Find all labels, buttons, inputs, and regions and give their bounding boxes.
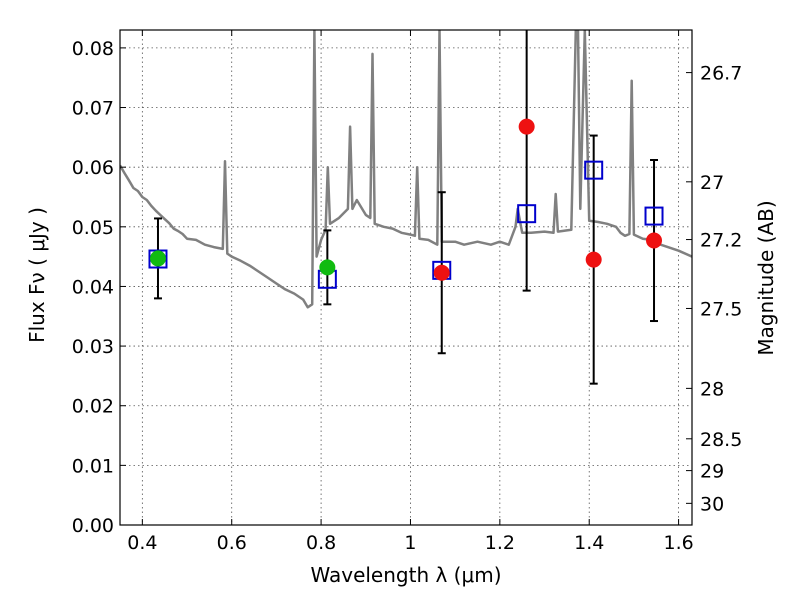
right-tick-label: 28 [700,378,724,400]
observed-flux-point [149,250,166,267]
right-axis-label: Magnitude (AB) [754,200,778,355]
grid-lines [120,30,692,526]
right-tick-label: 29 [700,461,724,483]
observed-flux-point [433,264,450,281]
right-tick-label: 26.7 [700,63,742,85]
x-tick-label: 0.8 [306,532,336,554]
observed-flux-point [319,259,336,276]
right-tick-label: 27.5 [700,298,742,320]
observed-flux-point [646,232,663,249]
x-tick-label: 1.2 [485,532,515,554]
axes-layer: 0.4 0.6 0.8 1 1.2 1.4 1.6 0.00 0.01 0.02 0.03 0.04 0… [72,30,742,554]
y-tick-label: 0.03 [72,336,114,358]
x-tick-label: 0.4 [127,532,157,554]
right-tick-label: 28.5 [700,429,742,451]
y-tick-label: 0.06 [72,157,114,179]
y-tick-label: 0.00 [72,515,114,537]
right-tick-label: 30 [700,493,724,515]
x-tick-label: 1.6 [663,532,693,554]
right-tick-label: 27.2 [700,230,742,252]
x-tick-label: 0.6 [217,532,247,554]
x-axis-label: Wavelength λ (μm) [310,563,501,587]
markers-layer [148,118,664,289]
y-tick-label: 0.05 [72,217,114,239]
y-tick-label: 0.02 [72,396,114,418]
model-spectrum-layer [120,30,692,309]
x-tick-label: 1 [404,532,416,554]
y-tick-label: 0.01 [72,455,114,477]
model-photometry-square [517,204,537,224]
x-tick-label: 1.4 [574,532,604,554]
plot-frame [119,29,693,526]
model-photometry-square [644,206,664,226]
observed-flux-point [518,118,535,135]
model-spectrum-line [120,30,692,309]
y-tick-label: 0.04 [72,276,114,298]
y-axis-label: Flux Fν ( μJy ) [25,207,49,343]
y-tick-label: 0.07 [72,98,114,120]
y-tick-label: 0.08 [72,38,114,60]
observed-flux-point [585,251,602,268]
model-photometry-square [584,160,604,180]
right-tick-label: 27 [700,172,724,194]
